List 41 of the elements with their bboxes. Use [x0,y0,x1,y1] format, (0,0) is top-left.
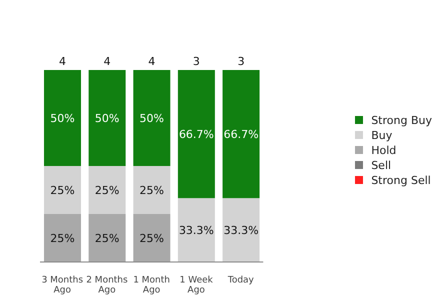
data-label: 25% [140,232,164,245]
bar [88,214,126,262]
x-tick-label: 2 Months Ago [86,275,128,296]
text: 4 [148,55,156,68]
text: 4 [104,55,111,68]
x-tick-label: 3 Months Ago [42,275,84,296]
text: 3 [192,55,200,68]
legend-label: Strong Sell [370,172,432,188]
text: 4 [59,55,66,68]
data-label: 25% [50,232,75,245]
legend-label: Buy [370,128,394,142]
legend-label: Sell [370,158,392,172]
data-label: 50% [140,112,164,125]
x-tick-label: Today [226,275,255,286]
data-label: 33.3% [224,224,259,238]
x-tick-label: 1 Month Ago [133,275,170,296]
bar [88,70,126,166]
bar [133,214,170,262]
data-label: 66.7% [178,128,214,142]
bar [88,166,126,214]
bar [44,70,81,166]
data-label: 33.3% [178,224,214,238]
bar [222,70,260,198]
bar [44,166,81,214]
data-label: 50% [50,112,75,125]
bar [222,198,260,262]
bar [133,70,170,166]
data-label: 25% [50,184,75,197]
bar [44,214,81,262]
data-label: 66.7% [224,128,259,142]
bar [133,166,170,214]
x-tick-label: 1 Week Ago [180,275,214,296]
data-label: 25% [94,184,120,197]
data-label: 25% [94,232,120,245]
bar [178,70,215,198]
text: 3 [238,55,245,68]
legend-label: Hold [370,142,398,158]
bar [178,198,215,262]
data-label: 25% [140,184,164,197]
data-label: 50% [94,112,120,125]
legend-label: Strong Buy [370,112,432,128]
